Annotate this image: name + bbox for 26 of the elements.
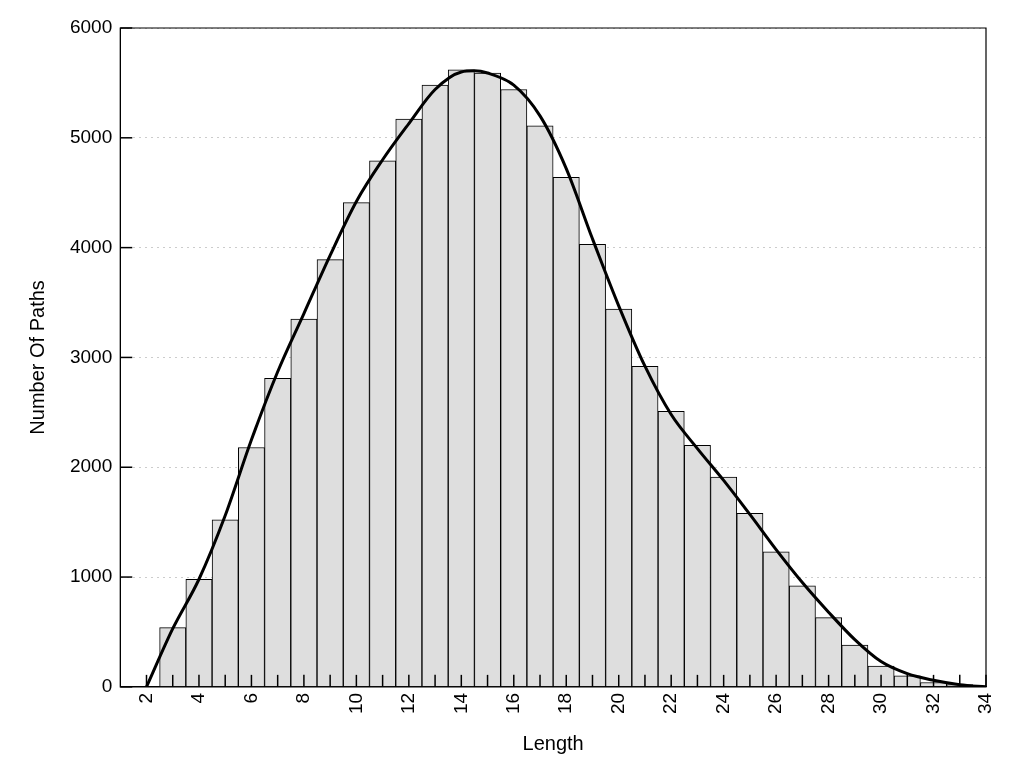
x-tick-label: 20 xyxy=(606,692,628,715)
y-tick-label: 0 xyxy=(101,675,113,697)
x-tick-label: 8 xyxy=(292,692,314,704)
y-tick-label: 3000 xyxy=(69,345,113,367)
y-tick-label: 1000 xyxy=(69,565,113,587)
x-tick-label: 12 xyxy=(397,692,419,715)
x-tick-label: 2 xyxy=(134,692,156,704)
x-tick-label: 14 xyxy=(449,692,471,715)
x-axis-title: Length xyxy=(522,731,584,754)
x-tick-label: 26 xyxy=(764,692,786,715)
x-tick-label: 28 xyxy=(816,692,838,715)
x-tick-label: 4 xyxy=(187,692,209,704)
y-tick-label: 4000 xyxy=(69,235,113,257)
x-tick-label: 18 xyxy=(554,692,576,715)
y-tick-label: 5000 xyxy=(69,126,113,148)
x-tick-label: 34 xyxy=(974,692,996,715)
y-tick-label: 6000 xyxy=(69,16,113,38)
x-tick-label: 30 xyxy=(869,692,891,715)
y-axis-title: Number Of Paths xyxy=(25,280,48,435)
x-tick-label: 10 xyxy=(344,692,366,715)
x-tick-label: 24 xyxy=(711,692,733,715)
x-tick-label: 6 xyxy=(239,692,261,704)
x-tick-label: 16 xyxy=(502,692,524,715)
x-tick-label: 32 xyxy=(921,692,943,715)
y-tick-label: 2000 xyxy=(69,455,113,477)
x-tick-label: 22 xyxy=(659,692,681,715)
